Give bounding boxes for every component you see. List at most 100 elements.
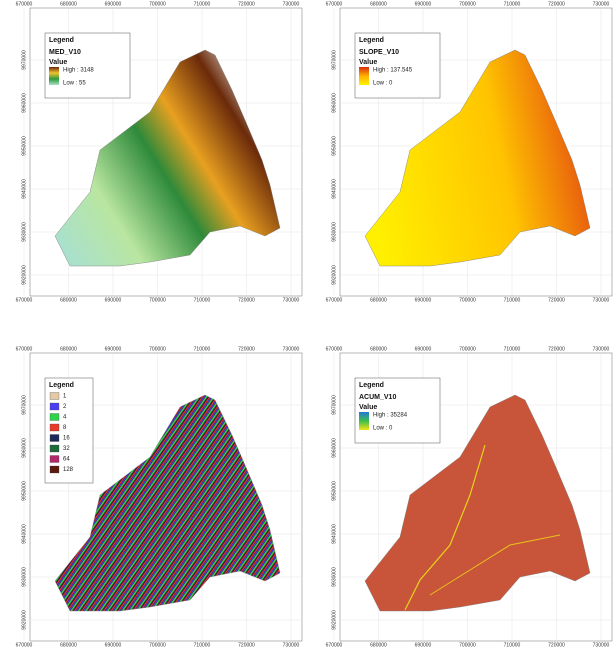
y-tick-label: 9950000 <box>331 136 337 156</box>
x-tick-label: 690000 <box>105 642 122 648</box>
y-tick-label: 9970000 <box>21 395 27 415</box>
x-tick-label: 680000 <box>60 297 77 303</box>
x-tick-label: 710000 <box>504 297 521 303</box>
x-tick-label: 720000 <box>548 642 565 648</box>
x-tick-label: 720000 <box>548 346 565 352</box>
x-tick-label: 710000 <box>194 346 211 352</box>
y-tick-label: 9940000 <box>331 179 337 199</box>
y-tick-label: 9920000 <box>331 265 337 285</box>
x-tick-label: 690000 <box>415 642 432 648</box>
legend-high: High : 137.545 <box>373 68 413 74</box>
legend-swatch <box>50 393 59 400</box>
legend-low: Low : 55 <box>63 81 86 87</box>
legend-low: Low : 0 <box>373 426 393 432</box>
value-heading: Value <box>359 59 377 66</box>
x-tick-label: 670000 <box>16 642 33 648</box>
y-tick-label: 9930000 <box>21 222 27 242</box>
x-tick-label: 730000 <box>283 642 300 648</box>
x-tick-label: 720000 <box>238 1 255 7</box>
x-tick-label: 690000 <box>105 1 122 7</box>
x-tick-label: 730000 <box>593 642 610 648</box>
y-tick-label: 9970000 <box>331 50 337 70</box>
x-tick-label: 710000 <box>504 1 521 7</box>
y-tick-label: 9940000 <box>21 524 27 544</box>
legend-swatch <box>359 412 369 430</box>
x-tick-label: 680000 <box>370 297 387 303</box>
legend-title: Legend <box>359 37 384 44</box>
y-tick-label: 9920000 <box>21 610 27 630</box>
x-tick-label: 730000 <box>593 1 610 7</box>
x-tick-label: 690000 <box>105 297 122 303</box>
x-tick-label: 700000 <box>459 346 476 352</box>
y-tick-label: 9960000 <box>331 93 337 113</box>
x-tick-label: 730000 <box>593 297 610 303</box>
legend-label: 16 <box>63 436 70 442</box>
x-tick-label: 720000 <box>238 297 255 303</box>
y-tick-label: 9930000 <box>21 567 27 587</box>
x-tick-label: 730000 <box>283 297 300 303</box>
y-tick-label: 9950000 <box>331 481 337 501</box>
legend-title: Legend <box>49 382 74 389</box>
x-tick-label: 700000 <box>149 346 166 352</box>
y-tick-label: 9930000 <box>331 567 337 587</box>
x-tick-label: 730000 <box>593 346 610 352</box>
y-tick-label: 9940000 <box>331 524 337 544</box>
x-tick-label: 700000 <box>149 297 166 303</box>
y-tick-label: 9940000 <box>21 179 27 199</box>
value-heading: Value <box>49 59 67 66</box>
map-figure: 670000 670000 680000 680000 690000 690000 7000… <box>0 0 613 652</box>
x-tick-label: 700000 <box>459 297 476 303</box>
x-tick-label: 690000 <box>415 297 432 303</box>
x-tick-label: 670000 <box>326 1 343 7</box>
legend-swatch <box>50 445 59 452</box>
legend-swatch <box>359 67 369 85</box>
legend-swatch <box>50 424 59 431</box>
x-tick-label: 720000 <box>548 297 565 303</box>
y-tick-label: 9970000 <box>331 395 337 415</box>
x-tick-label: 690000 <box>105 346 122 352</box>
legend-swatch <box>49 67 59 85</box>
x-tick-label: 730000 <box>283 346 300 352</box>
y-tick-label: 9960000 <box>331 438 337 458</box>
legend-swatch <box>50 403 59 410</box>
legend-high: High : 35284 <box>373 413 408 419</box>
legend-swatch <box>50 466 59 473</box>
legend-high: High : 3148 <box>63 68 94 74</box>
legend-swatch <box>50 435 59 442</box>
legend-title: Legend <box>359 382 384 389</box>
x-tick-label: 670000 <box>326 642 343 648</box>
x-tick-label: 710000 <box>504 642 521 648</box>
x-tick-label: 700000 <box>459 1 476 7</box>
layer-name: ACUM_V10 <box>359 394 396 401</box>
y-tick-label: 9950000 <box>21 136 27 156</box>
x-tick-label: 710000 <box>504 346 521 352</box>
legend-swatch <box>50 414 59 421</box>
layer-name: MED_V10 <box>49 49 81 56</box>
y-tick-label: 9960000 <box>21 438 27 458</box>
legend-swatch <box>50 456 59 463</box>
legend-label: 64 <box>63 457 70 463</box>
x-tick-label: 670000 <box>16 297 33 303</box>
legend-low: Low : 0 <box>373 81 393 87</box>
x-tick-label: 670000 <box>16 346 33 352</box>
x-tick-label: 670000 <box>16 1 33 7</box>
legend-title: Legend <box>49 37 74 44</box>
x-tick-label: 690000 <box>415 1 432 7</box>
legend-label: 128 <box>63 467 74 473</box>
x-tick-label: 710000 <box>194 1 211 7</box>
x-tick-label: 720000 <box>548 1 565 7</box>
y-tick-label: 9970000 <box>21 50 27 70</box>
x-tick-label: 720000 <box>238 346 255 352</box>
x-tick-label: 710000 <box>194 642 211 648</box>
x-tick-label: 670000 <box>326 297 343 303</box>
layer-name: SLOPE_V10 <box>359 49 399 56</box>
x-tick-label: 720000 <box>238 642 255 648</box>
y-tick-label: 9920000 <box>21 265 27 285</box>
x-tick-label: 680000 <box>60 346 77 352</box>
x-tick-label: 730000 <box>283 1 300 7</box>
x-tick-label: 680000 <box>60 1 77 7</box>
value-heading: Value <box>359 404 377 411</box>
x-tick-label: 680000 <box>370 1 387 7</box>
x-tick-label: 670000 <box>326 346 343 352</box>
y-tick-label: 9960000 <box>21 93 27 113</box>
